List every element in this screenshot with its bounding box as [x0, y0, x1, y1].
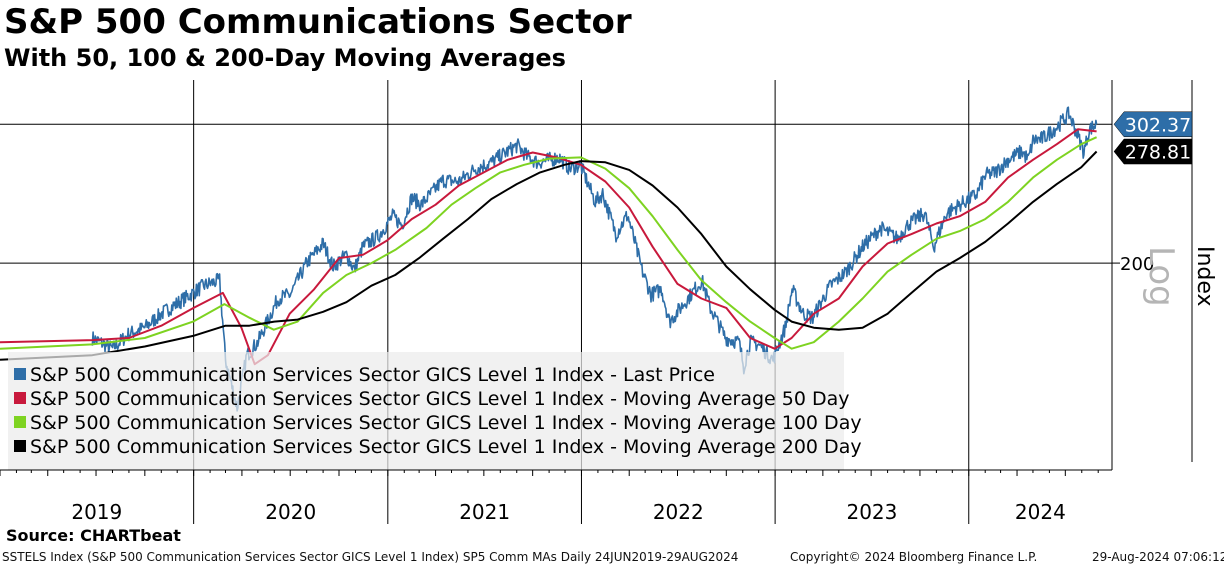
legend-swatch	[14, 440, 26, 452]
legend-entry: S&P 500 Communication Services Sector GI…	[30, 412, 862, 434]
series-info: SSTELS Index (S&P 500 Communication Serv…	[2, 550, 739, 564]
legend-swatch	[14, 392, 26, 404]
year-label: 2024	[1015, 500, 1066, 524]
legend-box	[8, 352, 844, 470]
year-label: 2021	[459, 500, 510, 524]
year-label: 2022	[653, 500, 704, 524]
copyright-note: Copyright© 2024 Bloomberg Finance L.P.	[790, 550, 1038, 564]
y-tick-label: 200	[1120, 254, 1154, 275]
legend-swatch	[14, 416, 26, 428]
last-value-label: 278.81	[1125, 142, 1191, 164]
legend-entry: S&P 500 Communication Services Sector GI…	[30, 388, 850, 410]
last-value-tag	[1113, 138, 1193, 165]
y-axis-title: Index	[1192, 246, 1217, 307]
chart-title: S&P 500 Communications Sector	[4, 2, 632, 42]
legend-entry: S&P 500 Communication Services Sector GI…	[30, 364, 715, 386]
source-note: Source: CHARTbeat	[6, 526, 181, 545]
legend-entry: S&P 500 Communication Services Sector GI…	[30, 436, 862, 458]
timestamp: 29-Aug-2024 07:06:12	[1092, 550, 1224, 564]
last-value-tag	[1113, 111, 1193, 138]
series-line-ma100	[0, 136, 1098, 350]
scale-label: Log	[1141, 246, 1181, 307]
year-label: 2020	[265, 500, 316, 524]
last-value-label: 302.37	[1125, 114, 1191, 136]
year-label: 2023	[846, 500, 897, 524]
series-line-ma50	[0, 128, 1097, 366]
chart-subtitle: With 50, 100 & 200-Day Moving Averages	[4, 44, 566, 72]
series-line-ma200	[0, 150, 1098, 361]
legend-swatch	[14, 368, 26, 380]
year-label: 2019	[71, 500, 122, 524]
